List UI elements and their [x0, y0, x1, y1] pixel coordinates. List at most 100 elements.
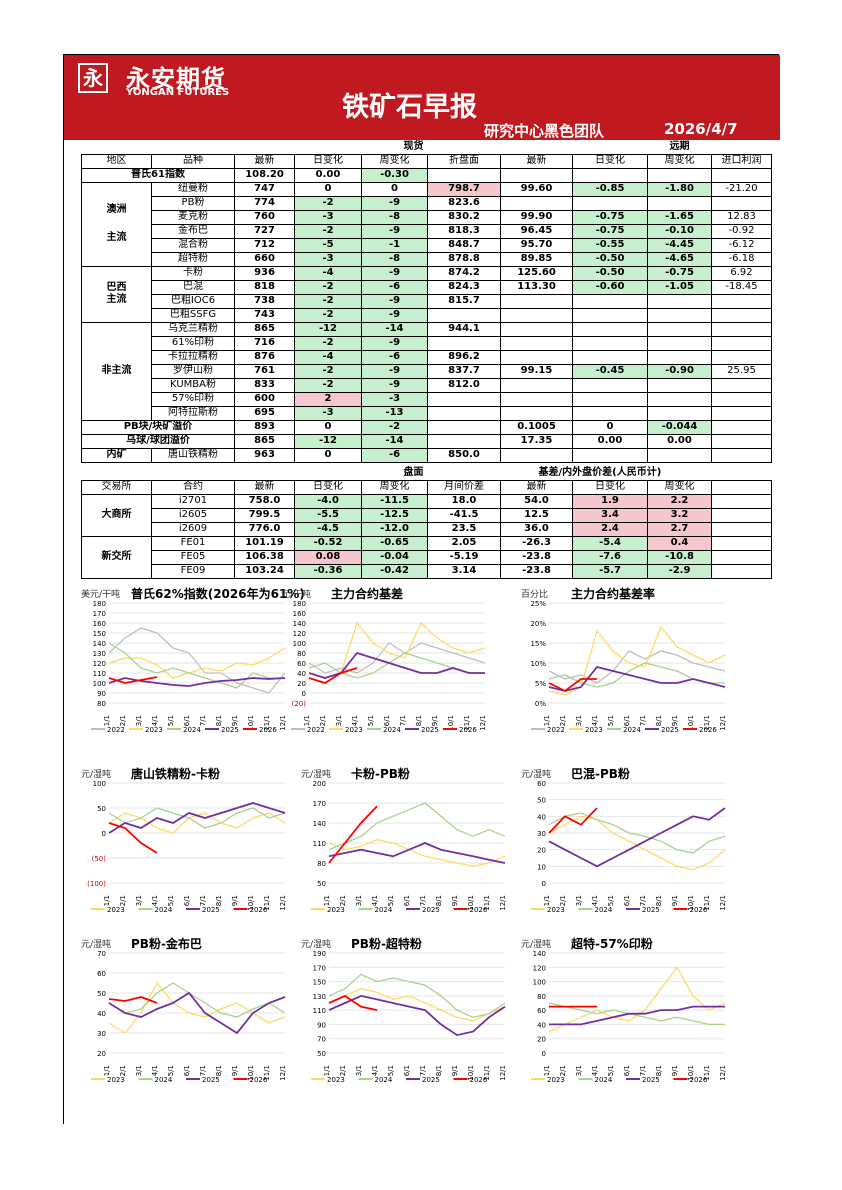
section-title-far: 远期: [669, 140, 690, 152]
y-tick-label: 180: [293, 600, 306, 608]
column-header: 合约: [151, 479, 235, 495]
x-tick-label: 1/1: [323, 895, 331, 906]
table-cell: [647, 349, 712, 365]
legend-label: 2026: [470, 1076, 488, 1084]
chart-title: 巴混-PB粉: [571, 767, 630, 781]
chart-unit-label: 元/湿吨: [81, 770, 112, 780]
contract-name: i2605: [151, 507, 235, 523]
table-cell: 0: [294, 447, 362, 463]
column-header: 最新: [500, 153, 573, 169]
legend-label: 2026: [459, 726, 477, 734]
table-cell: 36.0: [500, 521, 573, 537]
table-cell: [500, 321, 573, 337]
x-tick-label: 11/1: [463, 715, 471, 731]
table-cell: 760: [234, 209, 295, 225]
x-tick-label: 4/1: [591, 895, 599, 906]
y-tick-label: 60: [537, 780, 546, 788]
table-cell: [711, 293, 772, 309]
series-line-2025: [108, 991, 286, 1035]
y-tick-label: 20: [97, 1050, 106, 1058]
x-tick-label: 9/1: [431, 715, 439, 726]
x-tick-label: 10/1: [467, 895, 475, 911]
logo-english: YONGAN FUTURES: [126, 87, 230, 98]
series-line-2026: [108, 676, 158, 684]
y-tick-label: 50: [537, 797, 546, 805]
table-cell: [711, 195, 772, 211]
legend-label: 2026: [470, 906, 488, 914]
table-cell: -14: [361, 433, 428, 449]
legend-label: 2026: [690, 906, 708, 914]
table-cell: 727: [234, 223, 295, 239]
table-cell: 12.5: [500, 507, 573, 523]
y-tick-label: 30: [97, 1030, 106, 1038]
product-name: 罗伊山粉: [151, 363, 235, 379]
x-tick-label: 2/1: [319, 715, 327, 726]
table-cell: 108.20: [234, 167, 295, 183]
series-line-2023: [548, 625, 726, 696]
table-cell: -0.75: [572, 223, 648, 239]
table-cell: 唐山铁精粉: [151, 447, 235, 463]
contract-name: FE01: [151, 535, 235, 551]
table-cell: [710, 521, 773, 537]
futures-row: i2609 776.0 -4.5 -12.0 23.5 36.0 2.4 2.7: [82, 521, 773, 537]
y-tick-label: 150: [93, 630, 106, 638]
column-header-row: 地区 品种 最新 日变化 周变化 折盘面 最新 日变化 周变化 进口利润: [81, 153, 772, 169]
y-tick-label: 60: [297, 660, 306, 668]
table-cell: -23.8: [500, 563, 573, 579]
table-cell: -0.92: [711, 223, 772, 239]
table-cell: -2: [294, 307, 362, 323]
chart-unit-label: 元/干吨: [281, 590, 312, 600]
legend-label: 2024: [623, 726, 641, 734]
table-cell: [572, 447, 648, 463]
legend-label: 2026: [250, 1076, 268, 1084]
table-cell: -0.30: [361, 167, 428, 183]
x-tick-label: 2/1: [119, 895, 127, 906]
x-tick-label: 8/1: [435, 895, 443, 906]
table-cell: -2: [294, 377, 362, 393]
x-tick-label: 8/1: [655, 1065, 663, 1076]
table-cell: [572, 195, 648, 211]
table-cell: 54.0: [500, 493, 573, 509]
y-tick-label: 120: [293, 630, 306, 638]
table-cell: 747: [234, 181, 295, 197]
series-line-2024: [328, 973, 506, 1018]
table-cell: -3: [294, 251, 362, 267]
y-tick-label: 20: [537, 1036, 546, 1044]
series-line-2025: [108, 677, 286, 687]
y-tick-label: 100: [533, 979, 546, 987]
y-tick-label: 80: [297, 650, 306, 658]
table-cell: [500, 293, 573, 309]
table-cell: [427, 335, 501, 351]
table-cell: 17.35: [500, 433, 573, 449]
table-cell: [711, 321, 772, 337]
product-name: 57%印粉: [151, 391, 235, 407]
y-tick-label: 60: [537, 1007, 546, 1015]
domestic-row: 内矿 唐山铁精粉 963 0 -6 850.0: [81, 447, 772, 463]
y-tick-label: 140: [313, 820, 326, 828]
section-header-row: 盘面 基差/内外盘价差(人民币计): [82, 466, 772, 480]
series-line-2024: [328, 802, 506, 851]
futures-row: 大商所 i2701 758.0 -4.0 -11.5 18.0 54.0 1.9 2.2: [81, 493, 773, 537]
platts-label: 普氏61指数: [81, 167, 235, 183]
table-cell: [647, 293, 712, 309]
table-cell: 25.95: [711, 363, 772, 379]
series-line-2024: [548, 1002, 725, 1026]
series-line-2023: [108, 981, 286, 1034]
x-tick-label: 3/1: [135, 715, 143, 726]
x-tick-label: 1/1: [103, 895, 111, 906]
chart-panel: 元/干吨 主力合约基差 180 160 140 120 100 80 60 40 20 0 (20) 1/…: [281, 585, 491, 745]
y-tick-label: 110: [313, 840, 326, 848]
premium-row: 乌球/球团溢价 865 -12 -14 17.35 0.00 0.00: [81, 433, 772, 449]
x-tick-label: 10/1: [247, 715, 255, 731]
table-cell: -0.04: [361, 549, 428, 565]
table-cell: [427, 167, 501, 183]
x-tick-label: 10/1: [247, 1065, 255, 1081]
x-tick-label: 6/1: [623, 1065, 631, 1076]
table-cell: -9: [361, 293, 428, 309]
x-tick-label: 8/1: [215, 715, 223, 726]
x-tick-label: 8/1: [215, 895, 223, 906]
series-line-2026: [108, 822, 158, 854]
x-tick-label: 12/1: [719, 895, 727, 911]
contract-name: FE09: [151, 563, 235, 579]
table-cell: 799.5: [234, 507, 295, 523]
